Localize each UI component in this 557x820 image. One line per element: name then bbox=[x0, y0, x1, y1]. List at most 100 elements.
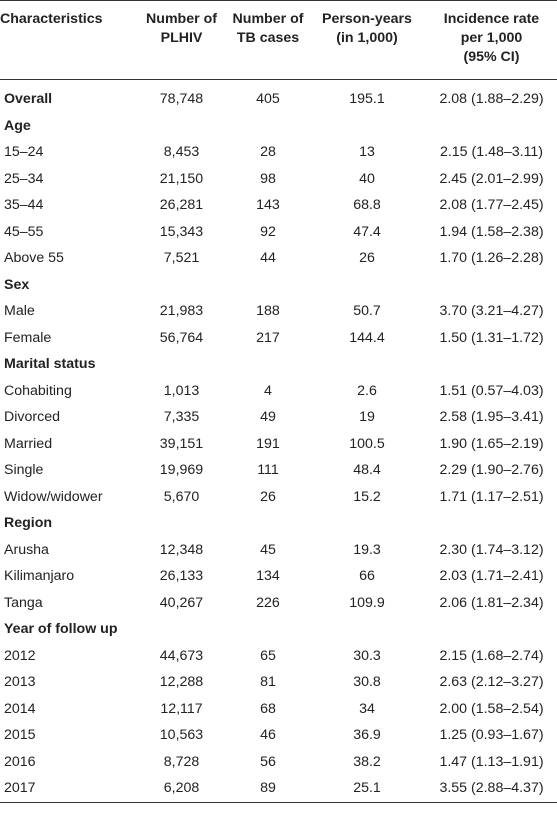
cell-plhiv: 26,133 bbox=[159, 568, 204, 585]
cell-plhiv bbox=[135, 510, 228, 537]
cell-person-years: 66 bbox=[359, 568, 375, 585]
cell-tb-cases: 4 bbox=[264, 382, 272, 399]
cell-incidence-rate: 2.08 (1.77–2.45) bbox=[439, 197, 544, 214]
cell-plhiv bbox=[135, 272, 228, 299]
section-header-row: Sex bbox=[0, 272, 557, 299]
table-row: Above 55 7,521 44 26 1.70 (1.26–2.28) bbox=[0, 245, 557, 272]
cell-tb-cases: 191 bbox=[256, 435, 280, 452]
cell-incidence-rate: 1.71 (1.17–2.51) bbox=[439, 488, 544, 505]
cell-tb-cases: 188 bbox=[256, 303, 280, 320]
cell-incidence-rate: 1.94 (1.58–2.38) bbox=[439, 223, 544, 240]
cell-tb-cases: 98 bbox=[260, 170, 276, 187]
table-row: Divorced 7,335 49 19 2.58 (1.95–3.41) bbox=[0, 404, 557, 431]
cell-tb-cases: 405 bbox=[256, 91, 280, 108]
cell-plhiv: 10,563 bbox=[159, 727, 204, 744]
cell-incidence-rate: 2.15 (1.68–2.74) bbox=[439, 647, 544, 664]
cell-tb-cases: 45 bbox=[260, 541, 276, 558]
table-row: 35–44 26,281 143 68.8 2.08 (1.77–2.45) bbox=[0, 192, 557, 219]
table-row: Widow/widower 5,670 26 15.2 1.71 (1.17–2.51) bbox=[0, 484, 557, 511]
cell-tb-cases: 111 bbox=[257, 462, 279, 479]
row-label: 2012 bbox=[4, 647, 36, 664]
cell-tb-cases bbox=[228, 113, 308, 140]
section-header-row: Region bbox=[0, 510, 557, 537]
cell-person-years: 68.8 bbox=[353, 197, 381, 214]
cell-tb-cases: 143 bbox=[256, 197, 280, 214]
row-label: Year of follow up bbox=[4, 621, 118, 638]
cell-tb-cases: 226 bbox=[256, 594, 280, 611]
cell-person-years bbox=[308, 351, 426, 378]
cell-person-years: 47.4 bbox=[353, 223, 381, 240]
table-body: Overall 78,748 405 195.1 2.08 (1.88–2.29) Age… bbox=[0, 80, 557, 803]
row-label: 45–55 bbox=[4, 223, 44, 240]
cell-incidence-rate: 2.03 (1.71–2.41) bbox=[439, 568, 544, 585]
cell-person-years bbox=[308, 113, 426, 140]
cell-plhiv: 7,335 bbox=[163, 409, 200, 426]
cell-tb-cases: 89 bbox=[260, 780, 276, 797]
table-header-row: Characteristics Number of PLHIV Number of… bbox=[0, 1, 557, 80]
cell-incidence-rate: 1.50 (1.31–1.72) bbox=[439, 329, 544, 346]
row-label: Sex bbox=[4, 276, 30, 293]
cell-plhiv: 78,748 bbox=[159, 91, 204, 108]
cell-tb-cases: 81 bbox=[260, 674, 276, 691]
cell-incidence-rate: 1.25 (0.93–1.67) bbox=[439, 727, 544, 744]
cell-tb-cases bbox=[228, 272, 308, 299]
table-row: Married 39,151 191 100.5 1.90 (1.65–2.19) bbox=[0, 431, 557, 458]
cell-incidence-rate: 2.45 (2.01–2.99) bbox=[439, 170, 544, 187]
table-row: Kilimanjaro 26,133 134 66 2.03 (1.71–2.41) bbox=[0, 563, 557, 590]
section-header-row: Age bbox=[0, 113, 557, 140]
header-characteristics: Characteristics bbox=[0, 11, 103, 27]
row-label: Tanga bbox=[4, 594, 43, 611]
cell-person-years: 13 bbox=[359, 144, 375, 161]
table-row: 2015 10,563 46 36.9 1.25 (0.93–1.67) bbox=[0, 722, 557, 749]
cell-incidence-rate: 2.15 (1.48–3.11) bbox=[439, 144, 544, 161]
cell-incidence-rate bbox=[426, 272, 557, 299]
cell-person-years: 25.1 bbox=[353, 780, 381, 797]
table-row: 2016 8,728 56 38.2 1.47 (1.13–1.91) bbox=[0, 749, 557, 776]
cell-person-years: 38.2 bbox=[353, 753, 381, 770]
cell-plhiv: 39,151 bbox=[159, 435, 204, 452]
cell-tb-cases bbox=[228, 616, 308, 643]
cell-incidence-rate: 3.70 (3.21–4.27) bbox=[439, 303, 544, 320]
cell-plhiv: 12,117 bbox=[160, 700, 203, 717]
row-label: Married bbox=[4, 435, 53, 452]
cell-person-years: 195.1 bbox=[349, 91, 385, 108]
cell-person-years: 19 bbox=[359, 409, 375, 426]
table-row: 2012 44,673 65 30.3 2.15 (1.68–2.74) bbox=[0, 643, 557, 670]
row-label: Cohabiting bbox=[4, 382, 72, 399]
row-label: Divorced bbox=[4, 409, 60, 426]
cell-incidence-rate: 1.90 (1.65–2.19) bbox=[439, 435, 544, 452]
incidence-table: Characteristics Number of PLHIV Number of… bbox=[0, 0, 557, 803]
row-label: Overall bbox=[4, 91, 53, 108]
cell-tb-cases bbox=[228, 351, 308, 378]
cell-person-years bbox=[308, 272, 426, 299]
row-label: Arusha bbox=[4, 541, 49, 558]
cell-person-years: 15.2 bbox=[353, 488, 381, 505]
table-row: 45–55 15,343 92 47.4 1.94 (1.58–2.38) bbox=[0, 219, 557, 246]
header-incidence-rate: Incidence rate per 1,000 (95% CI) bbox=[443, 11, 540, 65]
row-label: Marital status bbox=[4, 356, 96, 373]
cell-person-years: 144.4 bbox=[349, 329, 385, 346]
cell-plhiv: 19,969 bbox=[159, 462, 204, 479]
table-row: Arusha 12,348 45 19.3 2.30 (1.74–3.12) bbox=[0, 537, 557, 564]
header-number-plhiv: Number of PLHIV bbox=[146, 11, 217, 46]
cell-plhiv: 12,348 bbox=[159, 541, 204, 558]
cell-incidence-rate bbox=[426, 510, 557, 537]
cell-plhiv: 56,764 bbox=[159, 329, 204, 346]
cell-incidence-rate: 2.58 (1.95–3.41) bbox=[439, 409, 544, 426]
cell-plhiv: 15,343 bbox=[159, 223, 204, 240]
cell-plhiv: 21,150 bbox=[159, 170, 204, 187]
cell-plhiv: 40,267 bbox=[159, 594, 204, 611]
row-label: Above 55 bbox=[4, 250, 64, 267]
cell-incidence-rate bbox=[426, 351, 557, 378]
cell-incidence-rate bbox=[426, 113, 557, 140]
row-label: 15–24 bbox=[4, 144, 44, 161]
table-row: Overall 78,748 405 195.1 2.08 (1.88–2.29) bbox=[0, 86, 557, 113]
cell-plhiv: 5,670 bbox=[163, 488, 200, 505]
row-label: 2014 bbox=[4, 700, 36, 717]
cell-incidence-rate: 2.00 (1.58–2.54) bbox=[439, 700, 544, 717]
row-label: Widow/widower bbox=[4, 488, 103, 505]
cell-incidence-rate: 1.47 (1.13–1.91) bbox=[439, 753, 544, 770]
cell-tb-cases: 217 bbox=[256, 329, 280, 346]
cell-person-years: 48.4 bbox=[353, 462, 381, 479]
cell-tb-cases: 65 bbox=[260, 647, 276, 664]
